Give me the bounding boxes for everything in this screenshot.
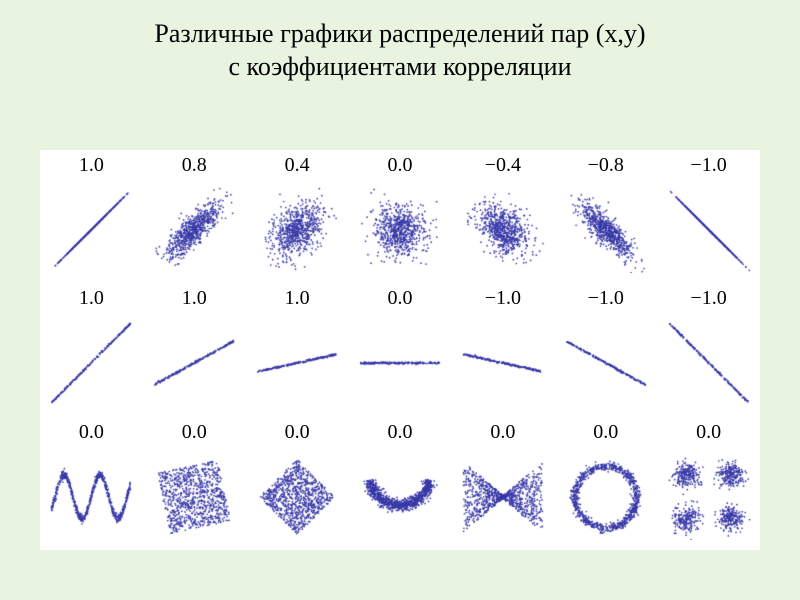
scatter-cell: 0.0 — [246, 417, 349, 550]
scatter-plot — [657, 177, 760, 283]
scatter-canvas — [563, 187, 649, 273]
scatter-canvas — [666, 320, 752, 406]
scatter-plot — [246, 444, 349, 550]
scatter-cell: 1.0 — [143, 283, 246, 416]
correlation-label: 0.0 — [285, 417, 310, 444]
scatter-cell: 0.0 — [349, 283, 452, 416]
scatter-plot — [349, 310, 452, 416]
scatter-canvas — [151, 187, 237, 273]
scatter-plot — [349, 444, 452, 550]
scatter-canvas — [254, 454, 340, 540]
correlation-label: 0.0 — [387, 150, 412, 177]
scatter-canvas — [666, 187, 752, 273]
scatter-plot — [143, 177, 246, 283]
scatter-cell: −1.0 — [657, 283, 760, 416]
scatter-plot — [657, 310, 760, 416]
correlation-label: 0.0 — [79, 417, 104, 444]
scatter-plot — [657, 444, 760, 550]
scatter-cell: 0.0 — [349, 150, 452, 283]
scatter-plot — [246, 310, 349, 416]
correlation-label: 0.0 — [696, 417, 721, 444]
scatter-canvas — [460, 454, 546, 540]
scatter-canvas — [254, 187, 340, 273]
scatter-cell: 0.0 — [657, 417, 760, 550]
correlation-label: 0.4 — [285, 150, 310, 177]
scatter-plot — [451, 177, 554, 283]
scatter-canvas — [460, 320, 546, 406]
correlation-label: −0.8 — [588, 150, 624, 177]
scatter-plot — [451, 310, 554, 416]
correlation-label: 0.8 — [182, 150, 207, 177]
scatter-canvas — [460, 187, 546, 273]
scatter-canvas — [666, 454, 752, 540]
scatter-plot — [451, 444, 554, 550]
chart-panel: 1.0 0.8 0.4 0.0 −0.4 −0.8 −1.0 1.0 1.0 1.0 0.0 −1.0… — [40, 150, 760, 550]
scatter-plot — [40, 310, 143, 416]
correlation-label: 0.0 — [593, 417, 618, 444]
scatter-cell: 1.0 — [246, 283, 349, 416]
correlation-label: −1.0 — [588, 283, 624, 310]
scatter-canvas — [48, 454, 134, 540]
correlation-label: −1.0 — [690, 283, 726, 310]
scatter-canvas — [151, 454, 237, 540]
scatter-cell: −0.4 — [451, 150, 554, 283]
scatter-canvas — [254, 320, 340, 406]
scatter-canvas — [151, 320, 237, 406]
correlation-label: −1.0 — [690, 150, 726, 177]
scatter-cell: 0.8 — [143, 150, 246, 283]
scatter-cell: 0.4 — [246, 150, 349, 283]
scatter-cell: −0.8 — [554, 150, 657, 283]
scatter-cell: 0.0 — [143, 417, 246, 550]
scatter-plot — [554, 310, 657, 416]
scatter-cell: −1.0 — [554, 283, 657, 416]
correlation-label: −1.0 — [485, 283, 521, 310]
correlation-label: 1.0 — [79, 150, 104, 177]
scatter-grid: 1.0 0.8 0.4 0.0 −0.4 −0.8 −1.0 1.0 1.0 1.0 0.0 −1.0… — [40, 150, 760, 550]
scatter-canvas — [563, 454, 649, 540]
correlation-label: −0.4 — [485, 150, 521, 177]
scatter-plot — [143, 310, 246, 416]
correlation-label: 0.0 — [387, 417, 412, 444]
correlation-label: 1.0 — [79, 283, 104, 310]
scatter-canvas — [357, 454, 443, 540]
scatter-plot — [246, 177, 349, 283]
scatter-cell: 0.0 — [451, 417, 554, 550]
scatter-cell: −1.0 — [657, 150, 760, 283]
page-title: Различные графики распределений пар (x,y… — [0, 0, 800, 83]
scatter-canvas — [357, 187, 443, 273]
scatter-plot — [143, 444, 246, 550]
scatter-plot — [554, 444, 657, 550]
correlation-label: 0.0 — [387, 283, 412, 310]
scatter-cell: 0.0 — [554, 417, 657, 550]
correlation-label: 1.0 — [182, 283, 207, 310]
scatter-canvas — [48, 320, 134, 406]
scatter-cell: 0.0 — [40, 417, 143, 550]
correlation-label: 1.0 — [285, 283, 310, 310]
correlation-label: 0.0 — [182, 417, 207, 444]
scatter-cell: −1.0 — [451, 283, 554, 416]
correlation-label: 0.0 — [490, 417, 515, 444]
scatter-plot — [40, 444, 143, 550]
scatter-cell: 0.0 — [349, 417, 452, 550]
scatter-cell: 1.0 — [40, 283, 143, 416]
scatter-plot — [554, 177, 657, 283]
scatter-cell: 1.0 — [40, 150, 143, 283]
scatter-plot — [40, 177, 143, 283]
scatter-canvas — [357, 320, 443, 406]
scatter-canvas — [563, 320, 649, 406]
scatter-plot — [349, 177, 452, 283]
scatter-canvas — [48, 187, 134, 273]
